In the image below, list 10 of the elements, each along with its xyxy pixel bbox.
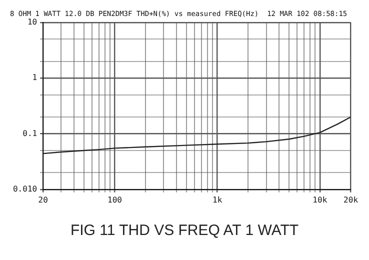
- x-tick-label: 20k: [344, 195, 358, 204]
- y-tick-label: 0.1: [22, 128, 38, 138]
- y-tick-label: 10: [27, 17, 38, 26]
- x-tick-label: 10k: [312, 195, 328, 204]
- x-tick-label: 20: [38, 195, 48, 204]
- x-tick-label: 1k: [212, 195, 222, 204]
- caption: FIG 11 THD VS FREQ AT 1 WATT: [69, 222, 300, 239]
- y-tick-label: 0.010: [12, 184, 38, 194]
- x-tick-label: 100: [108, 195, 122, 204]
- y-tick-label: 1: [32, 73, 38, 82]
